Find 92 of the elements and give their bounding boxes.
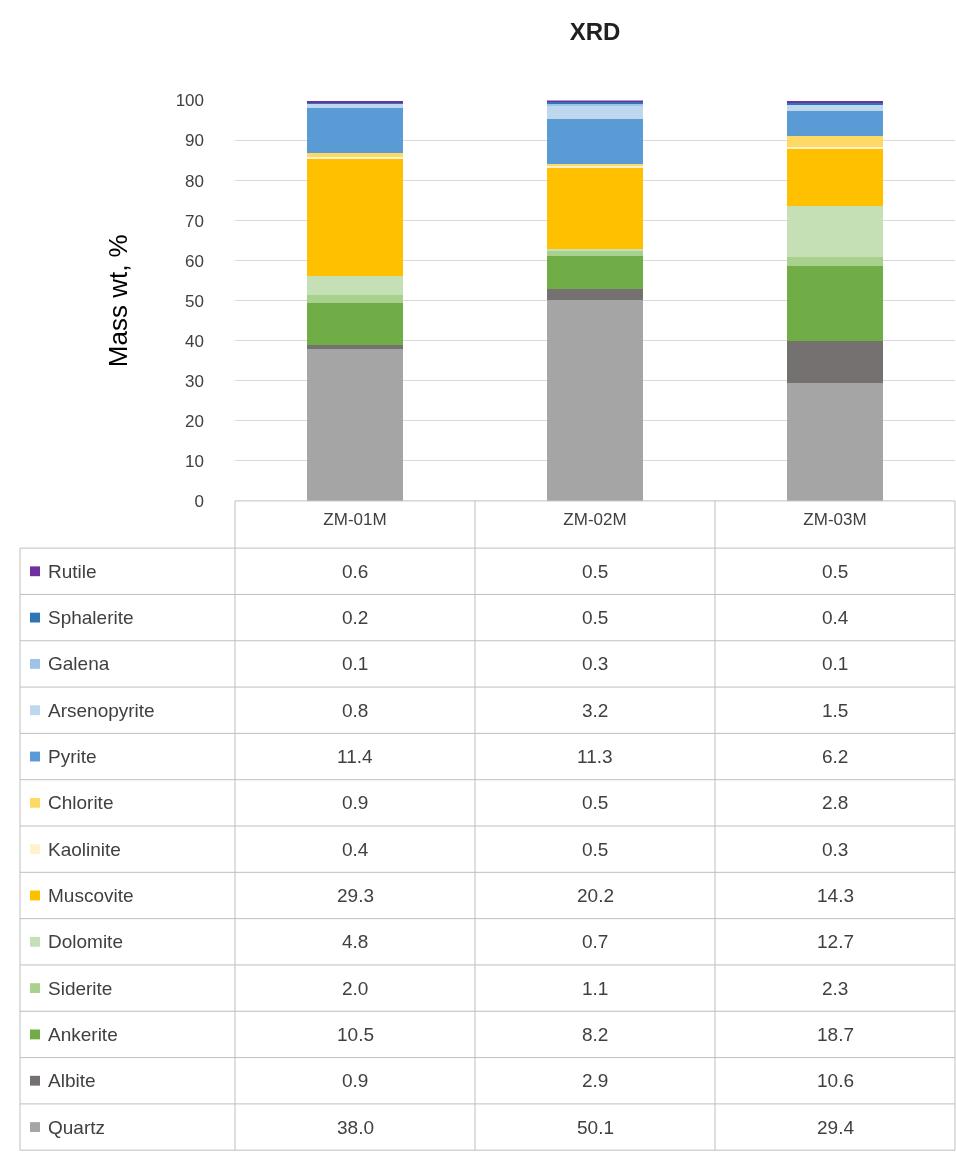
legend-label: Siderite [48, 978, 113, 999]
data-label: 29.3 [337, 885, 374, 906]
legend-label: Ankerite [48, 1024, 118, 1045]
y-tick-label: 60 [185, 251, 204, 271]
legend-label: Albite [48, 1070, 96, 1091]
bar [547, 300, 643, 501]
legend-label: Dolomite [48, 931, 123, 952]
data-label: 11.3 [577, 746, 613, 767]
legend-label: Arsenopyrite [48, 700, 155, 721]
bar [787, 147, 883, 150]
data-label: 10.5 [337, 1024, 374, 1045]
data-label: 38.0 [337, 1117, 374, 1138]
data-label: 2.9 [582, 1070, 609, 1091]
legend-label: Pyrite [48, 746, 97, 767]
bar [547, 167, 643, 249]
bar [787, 256, 883, 266]
bar [307, 295, 403, 304]
data-label: 0.5 [582, 839, 609, 860]
bar [787, 383, 883, 501]
bar [787, 136, 883, 148]
bar [547, 255, 643, 289]
data-label: 3.2 [582, 700, 609, 721]
data-label: 2.3 [822, 978, 849, 999]
bar [307, 345, 403, 349]
legend-label: Quartz [48, 1117, 106, 1138]
legend-label: Chlorite [48, 792, 114, 813]
legend-label: Sphalerite [48, 607, 134, 628]
data-label: 0.1 [342, 653, 369, 674]
data-label: 0.3 [822, 839, 849, 860]
y-tick-label: 20 [185, 411, 204, 431]
data-label: 0.5 [582, 607, 609, 628]
x-tick-label: ZM-02M [563, 509, 627, 529]
data-label: 2.0 [342, 978, 369, 999]
data-label: 4.8 [342, 931, 369, 952]
y-tick-label: 0 [194, 491, 204, 511]
data-label: 1.1 [582, 978, 609, 999]
data-label: 0.6 [342, 561, 369, 582]
y-tick-label: 50 [185, 291, 204, 311]
data-label: 14.3 [817, 885, 854, 906]
bar [307, 348, 403, 501]
data-label: 29.4 [817, 1117, 855, 1138]
bar [547, 288, 643, 301]
data-label: 0.5 [582, 792, 609, 813]
y-tick-label: 70 [185, 211, 204, 231]
y-tick-label: 80 [185, 171, 204, 191]
bar [787, 105, 883, 112]
data-label: 11.4 [337, 746, 373, 767]
bar [547, 118, 643, 164]
x-tick-label: ZM-01M [323, 509, 387, 529]
bar [547, 105, 643, 119]
data-label: 0.4 [342, 839, 369, 860]
data-label: 50.1 [577, 1117, 614, 1138]
data-label: 6.2 [822, 746, 849, 767]
data-label: 0.4 [822, 607, 849, 628]
bar [307, 275, 403, 296]
data-label: 8.2 [582, 1024, 609, 1045]
bar [787, 205, 883, 257]
data-label: 0.2 [342, 607, 369, 628]
y-tick-label: 100 [175, 91, 204, 111]
bar [307, 107, 403, 154]
bar [787, 111, 883, 137]
data-label: 0.1 [822, 653, 849, 674]
legend-label: Rutile [48, 561, 97, 582]
data-label: 1.5 [822, 700, 849, 721]
legend-label: Muscovite [48, 885, 134, 906]
bar [307, 158, 403, 276]
bar [787, 148, 883, 206]
bar [787, 265, 883, 341]
legend-label: Galena [48, 653, 110, 674]
data-label: 2.8 [822, 792, 849, 813]
data-label: 0.3 [582, 653, 609, 674]
bar [547, 251, 643, 256]
y-axis-title: Mass wt, % [102, 234, 133, 368]
bar [307, 303, 403, 346]
data-label: 0.7 [582, 931, 609, 952]
data-label: 18.7 [817, 1024, 854, 1045]
y-tick-label: 30 [185, 371, 204, 391]
data-label: 0.9 [342, 792, 369, 813]
data-label: 20.2 [577, 885, 614, 906]
data-label: 0.9 [342, 1070, 369, 1091]
data-label: 0.5 [582, 561, 609, 582]
y-tick-label: 40 [185, 331, 204, 351]
legend-label: Kaolinite [48, 839, 121, 860]
chart-title: XRD [569, 18, 621, 46]
x-tick-label: ZM-03M [803, 509, 867, 529]
y-tick-label: 10 [185, 451, 204, 471]
bar [787, 340, 883, 384]
data-label: 0.5 [822, 561, 849, 582]
y-tick-label: 90 [185, 131, 204, 151]
data-label: 0.8 [342, 700, 369, 721]
data-label: 10.6 [817, 1070, 854, 1091]
data-label: 12.7 [817, 931, 854, 952]
